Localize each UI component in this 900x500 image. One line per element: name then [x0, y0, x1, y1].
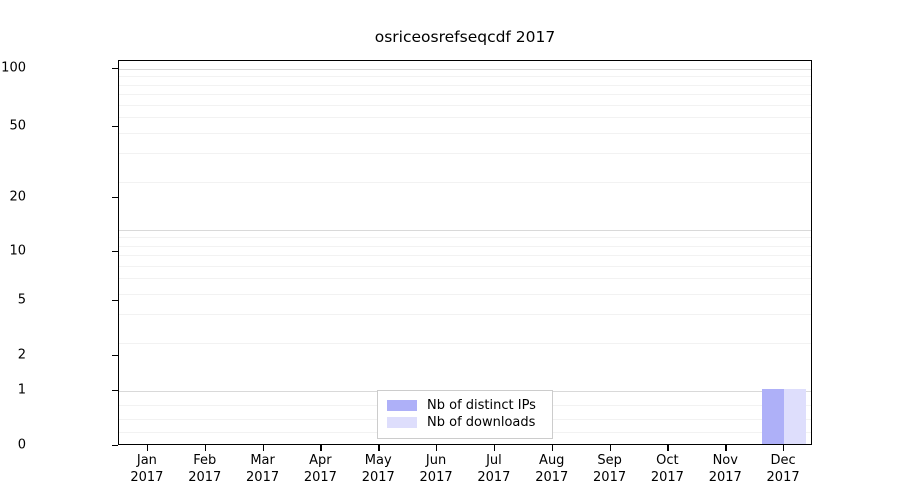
- gridline: [119, 133, 811, 135]
- x-tick-label: Mar 2017: [246, 452, 279, 486]
- gridline: [119, 294, 811, 296]
- bar-ips-11: [762, 389, 785, 444]
- y-tick-mark: [112, 390, 118, 392]
- x-tick-mark: [783, 445, 785, 451]
- gridline: [119, 104, 811, 106]
- x-tick-label: Jun 2017: [420, 452, 453, 486]
- y-axis: 0 1 2 5 10 20 50 100: [0, 0, 118, 500]
- gridline: [119, 181, 811, 183]
- x-tick-mark: [320, 445, 322, 451]
- legend-swatch-icon: [387, 417, 417, 428]
- chart-title: osriceosrefseqcdf 2017: [374, 28, 556, 46]
- gridline: [119, 237, 811, 239]
- x-tick-mark: [378, 445, 380, 451]
- x-tick-label: Apr 2017: [304, 452, 337, 486]
- x-tick-label: Jan 2017: [130, 452, 163, 486]
- x-tick-month: Dec: [770, 453, 796, 468]
- y-tick-mark: [112, 126, 118, 128]
- legend-item[interactable]: Nb of downloads: [387, 414, 543, 431]
- y-tick-label: 5: [17, 292, 26, 308]
- x-tick-label: Feb 2017: [188, 452, 221, 486]
- x-tick-month: Oct: [656, 453, 679, 468]
- gridline: [119, 265, 811, 267]
- x-tick-month: Feb: [193, 453, 217, 468]
- y-tick-mark: [112, 251, 118, 253]
- gridline: [119, 245, 811, 247]
- chart-legend: Nb of distinct IPs Nb of downloads: [377, 390, 553, 439]
- x-tick-year: 2017: [130, 470, 164, 485]
- x-tick-year: 2017: [593, 470, 627, 485]
- x-tick-month: May: [364, 453, 392, 468]
- y-tick-label: 1: [17, 382, 26, 398]
- x-tick-mark: [146, 445, 149, 451]
- x-tick-year: 2017: [477, 470, 511, 485]
- y-tick-mark: [112, 197, 118, 199]
- x-tick-mark: [667, 445, 669, 451]
- legend-item[interactable]: Nb of distinct IPs: [387, 397, 543, 414]
- plot-area: [118, 60, 812, 445]
- y-tick-mark: [112, 68, 118, 70]
- x-tick-year: 2017: [419, 470, 453, 485]
- gridline: [119, 76, 811, 78]
- x-tick-month: Nov: [712, 453, 738, 468]
- x-tick-label: Sep 2017: [593, 452, 626, 486]
- x-axis: Jan 2017 Feb 2017 Mar 2017 Apr 2017 May 2017 Jun 20…: [0, 445, 900, 500]
- gridline: [119, 342, 811, 344]
- x-tick-year: 2017: [361, 470, 395, 485]
- y-tick-mark: [112, 355, 118, 357]
- x-tick-mark: [609, 445, 611, 451]
- x-tick-month: Apr: [309, 453, 332, 468]
- gridline: [119, 69, 811, 70]
- x-tick-label: Aug 2017: [535, 452, 568, 486]
- x-tick-year: 2017: [708, 470, 742, 485]
- x-tick-label: Oct 2017: [651, 452, 684, 486]
- x-tick-month: Sep: [597, 453, 622, 468]
- y-tick-label: 100: [1, 60, 26, 76]
- x-tick-mark: [551, 445, 554, 451]
- y-tick-label: 50: [9, 118, 26, 134]
- x-tick-month: Aug: [539, 453, 565, 468]
- x-tick-month: Jan: [136, 453, 157, 468]
- y-tick-label: 2: [17, 347, 26, 363]
- x-tick-mark: [493, 445, 496, 451]
- legend-label: Nb of distinct IPs: [427, 398, 536, 413]
- x-tick-label: May 2017: [362, 452, 395, 486]
- gridline: [119, 230, 811, 231]
- gridline: [119, 153, 811, 155]
- x-tick-year: 2017: [188, 470, 222, 485]
- x-tick-year: 2017: [650, 470, 684, 485]
- x-tick-year: 2017: [535, 470, 569, 485]
- x-tick-month: Jun: [425, 453, 447, 468]
- x-tick-label: Dec 2017: [767, 452, 800, 486]
- legend-label: Nb of downloads: [427, 415, 536, 430]
- x-tick-year: 2017: [303, 470, 337, 485]
- x-tick-year: 2017: [246, 470, 280, 485]
- gridline: [119, 314, 811, 316]
- x-tick-month: Mar: [250, 453, 275, 468]
- x-tick-mark: [725, 445, 727, 451]
- x-tick-mark: [204, 445, 207, 451]
- y-tick-label: 10: [9, 243, 26, 259]
- legend-swatch-icon: [387, 400, 417, 411]
- gridline: [119, 117, 811, 119]
- x-tick-mark: [436, 445, 438, 451]
- x-tick-label: Nov 2017: [709, 452, 742, 486]
- gridline: [119, 278, 811, 280]
- y-tick-label: 20: [9, 189, 26, 205]
- x-tick-label: Jul 2017: [477, 452, 510, 486]
- x-tick-year: 2017: [766, 470, 800, 485]
- bar-downloads-11: [784, 389, 806, 444]
- gridline: [119, 93, 811, 95]
- x-tick-month: Jul: [486, 453, 502, 468]
- y-tick-label: 0: [17, 437, 26, 453]
- gridline: [119, 254, 811, 256]
- x-tick-mark: [262, 445, 264, 451]
- y-tick-mark: [112, 300, 118, 302]
- y-tick-mark: [112, 445, 118, 447]
- gridline: [119, 84, 811, 86]
